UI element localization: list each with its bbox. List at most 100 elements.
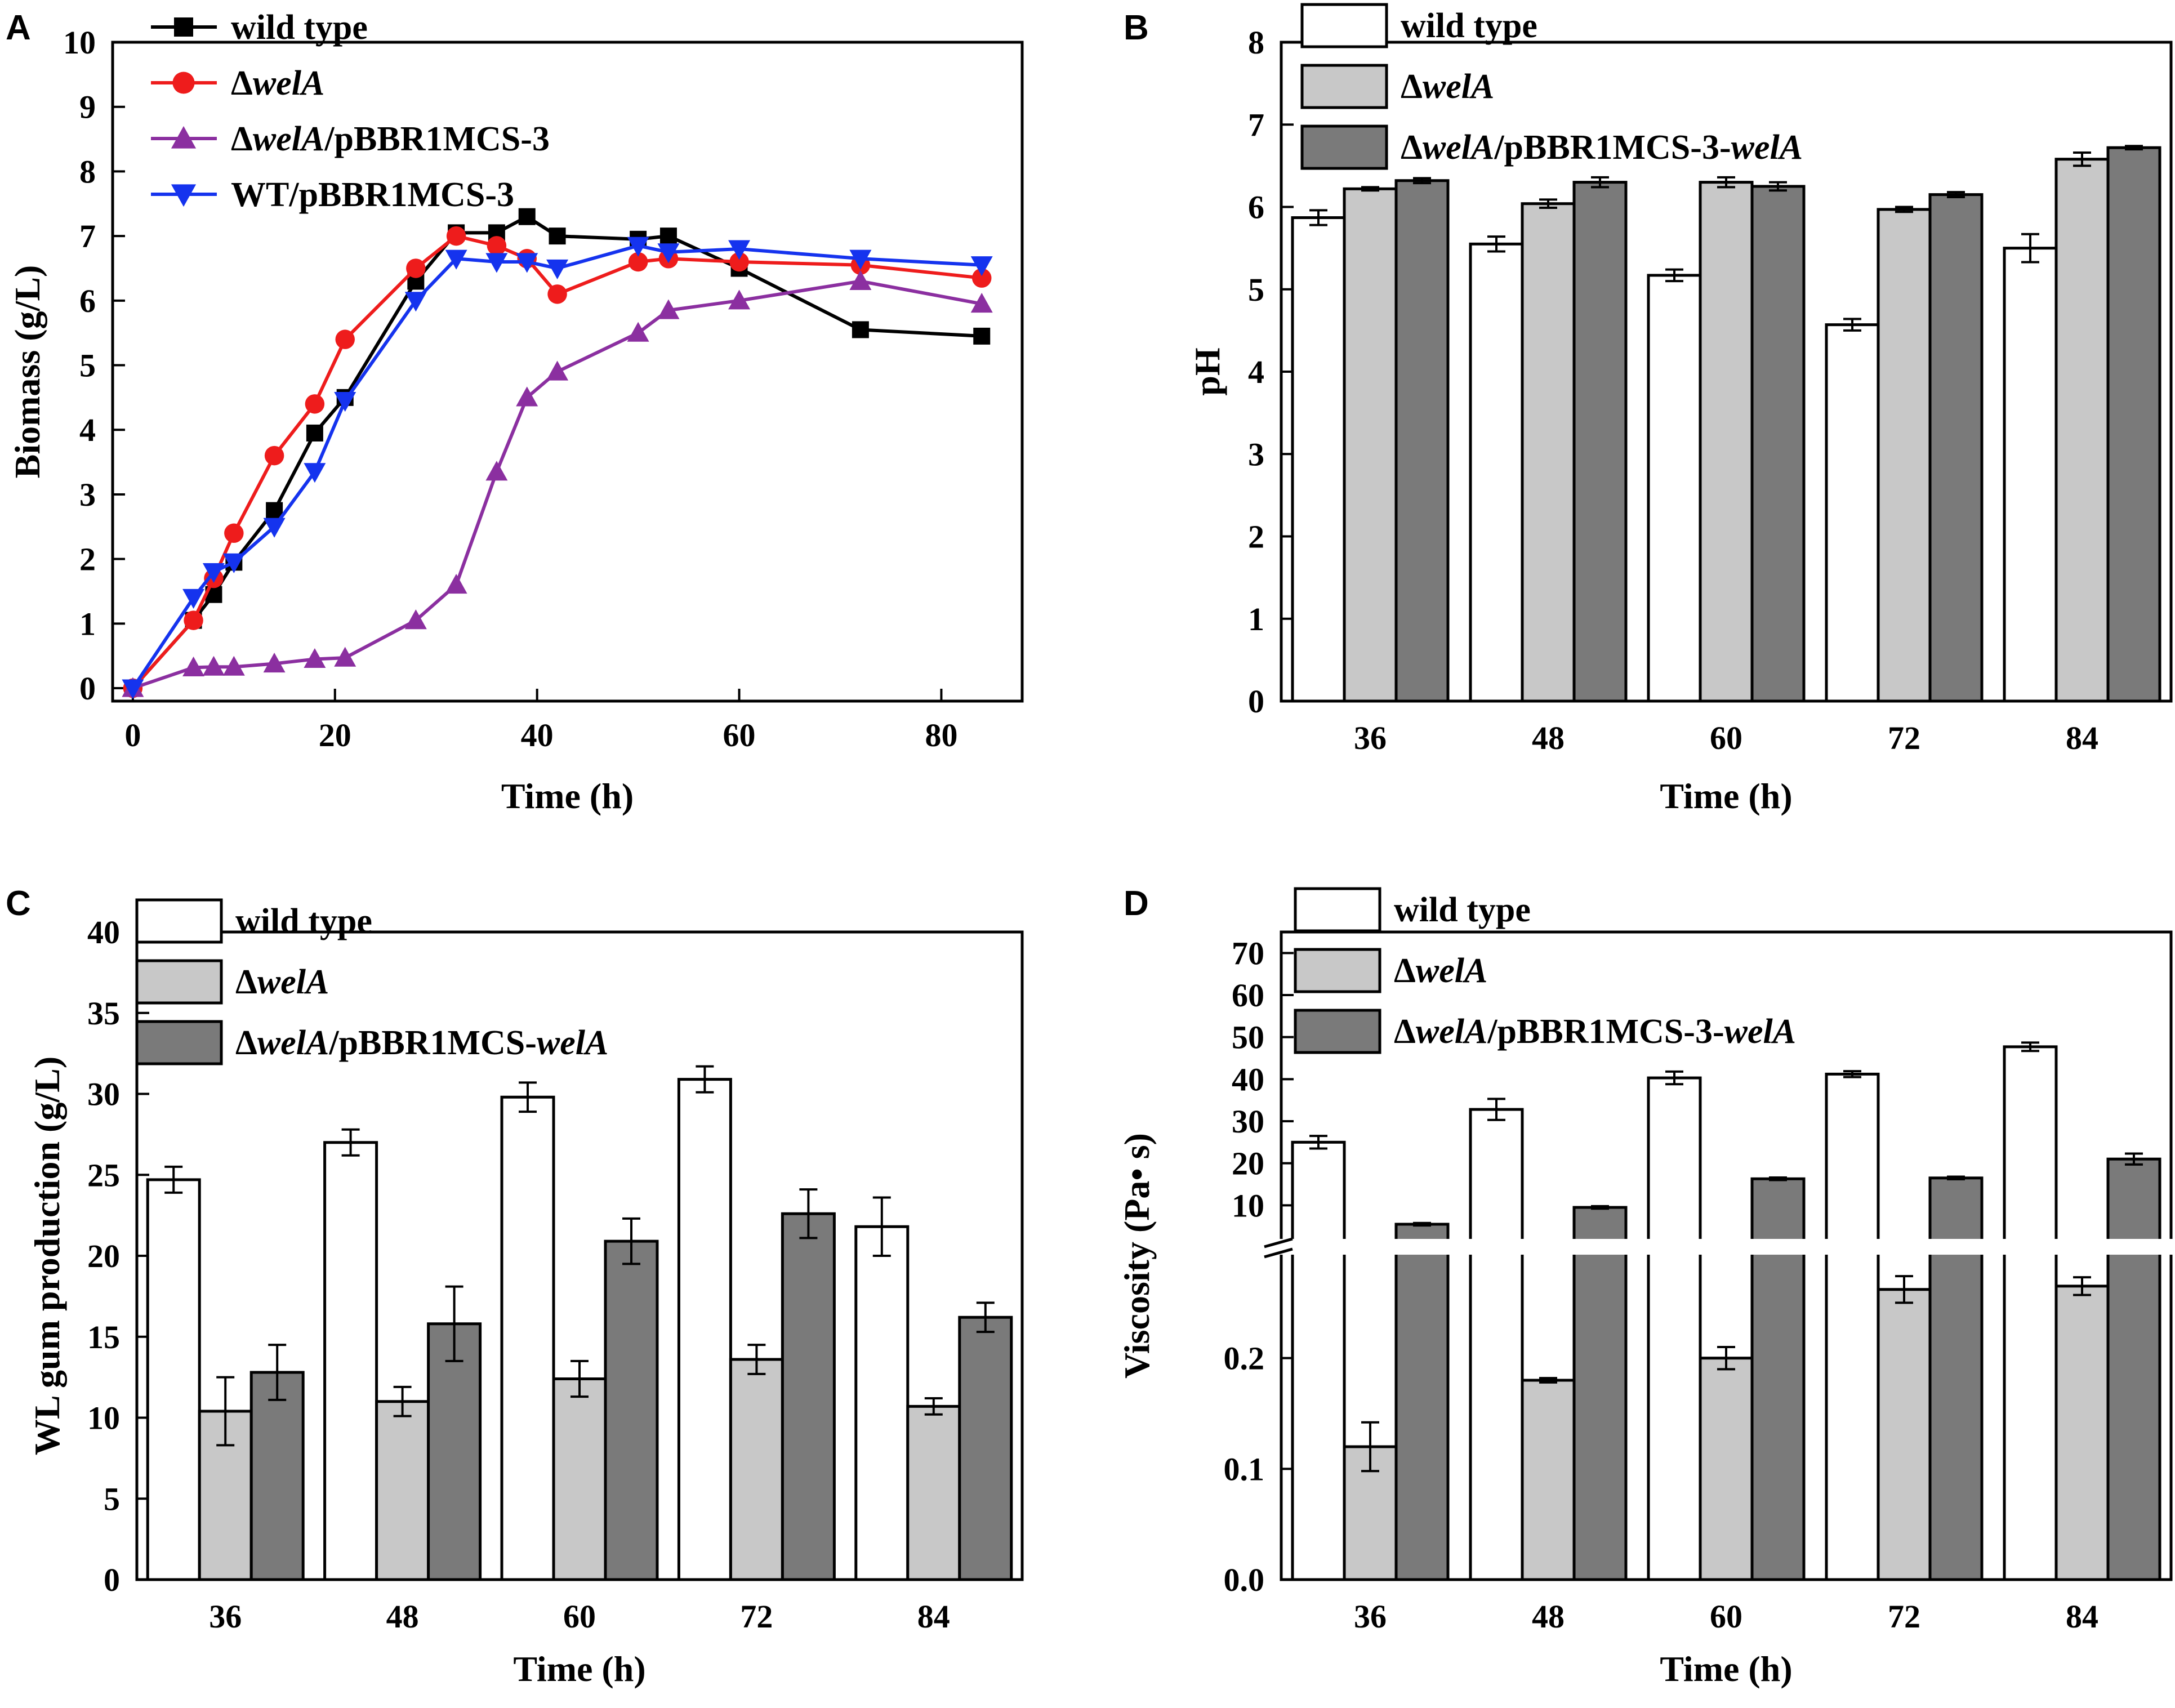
data-point [628,252,648,272]
bar [958,1315,1013,1581]
legend-label: ΔwelA [231,64,324,102]
y-tick-label: 10 [1232,1187,1264,1224]
legend-label: wild type [1401,7,1537,45]
error-bar [268,1344,287,1401]
bar [1699,181,1754,703]
error-bar [1539,1377,1557,1384]
x-tick-label: 0 [124,717,141,753]
x-tick-label: 60 [1710,1598,1742,1635]
error-bar [1413,1221,1431,1227]
x-tick-label: 60 [1710,720,1742,756]
bar [1825,1072,1880,1581]
y-axis-label: Viscosity (Pa• s) [1117,1133,1157,1379]
legend-swatch [1294,887,1381,933]
error-bar [1539,198,1557,209]
bar [1394,1223,1450,1581]
y-tick-label: 40 [1232,1061,1264,1098]
bar [2054,158,2110,703]
y-tick-label: 30 [1232,1103,1264,1140]
y-tick-label: 8 [79,153,96,190]
bar [2106,1157,2161,1581]
x-tick-label: 40 [521,717,554,753]
legend-label: wild type [235,902,372,940]
error-bar [2125,145,2143,151]
error-bar [164,1165,183,1194]
error-bar [1843,1070,1861,1078]
y-tick-label: 10 [63,24,96,61]
y-tick-label: 7 [79,218,96,255]
data-point [224,523,244,543]
y-tick-label: 20 [1232,1145,1264,1182]
data-point [970,256,993,277]
y-tick-label: 10 [87,1400,120,1437]
data-point [657,243,680,264]
axis-break-mark [1264,1237,1293,1248]
y-tick-label: 0.0 [1224,1562,1265,1598]
x-tick-label: 36 [1354,1598,1387,1635]
legend-label: ΔwelA [1401,68,1494,106]
y-tick-label: 3 [1248,436,1264,472]
data-point [546,259,569,279]
bar [1572,1206,1628,1581]
data-point [516,386,538,407]
x-tick-label: 48 [386,1598,419,1635]
x-axis-label: Time (h) [1660,1649,1792,1689]
y-tick-label: 6 [79,283,96,319]
y-tick-label: 0.2 [1224,1340,1265,1377]
y-tick-label: 70 [1232,935,1264,971]
legend-label: ΔwelA/pBBR1MCS-3 [231,120,550,158]
bar [2003,1045,2058,1581]
data-point [973,327,991,345]
y-tick-label: 8 [1248,24,1264,61]
error-bar [1413,177,1431,185]
data-point [445,574,467,594]
legend-marker [172,72,195,94]
bar [1647,274,1702,703]
data-point [445,249,467,270]
legend-swatch [1300,124,1388,170]
data-point [222,655,245,676]
error-bar [747,1344,766,1375]
y-tick-label: 2 [1248,519,1264,555]
error-bar [2021,233,2039,264]
bar [1750,185,1806,703]
y-tick-label: 4 [1248,354,1264,390]
error-bar [1487,1098,1505,1121]
bar [375,1400,430,1581]
bar [1877,208,1932,703]
bar [146,1178,201,1581]
data-point [266,502,283,519]
panel-c-wl-gum-chart: C 0 5 10 15 20 25 30 35 40 36 48 60 72 84 Time (h) WL gu… [6,884,1024,1689]
x-axis-label: Time (h) [513,1649,645,1689]
y-tick-label: 15 [87,1319,120,1355]
y-axis-label: Biomass (g/L) [7,265,47,479]
error-bar [2073,1276,2091,1296]
axis-break [1259,1239,2175,1255]
x-tick-label: 20 [319,717,351,753]
y-tick-label: 5 [79,347,96,384]
y-tick-label: 2 [79,541,96,578]
x-tick-label: 84 [917,1598,950,1635]
data-point [659,228,677,245]
legend-swatch [1294,1009,1381,1054]
bar [854,1225,910,1581]
error-bar [519,1081,537,1113]
bar [1291,1140,1346,1581]
panel-a-biomass-chart: A 0 1 2 3 4 5 6 7 8 9 10 0 20 40 60 80 Time (h) Biomass (g… [6,8,1024,816]
panel-label: B [1124,8,1149,47]
y-tick-label: 4 [79,412,96,448]
error-bar [1947,1175,1965,1181]
error-bar [1717,176,1735,189]
data-point [304,463,326,483]
data-point [728,240,751,260]
data-point [404,609,427,630]
data-point [852,321,869,338]
data-point [546,360,569,381]
data-point [334,646,356,667]
x-tick-label: 48 [1532,1598,1565,1635]
legend-marker [171,126,197,149]
error-bar [1769,1176,1787,1181]
bar [1699,1357,1754,1581]
data-point [518,208,536,225]
